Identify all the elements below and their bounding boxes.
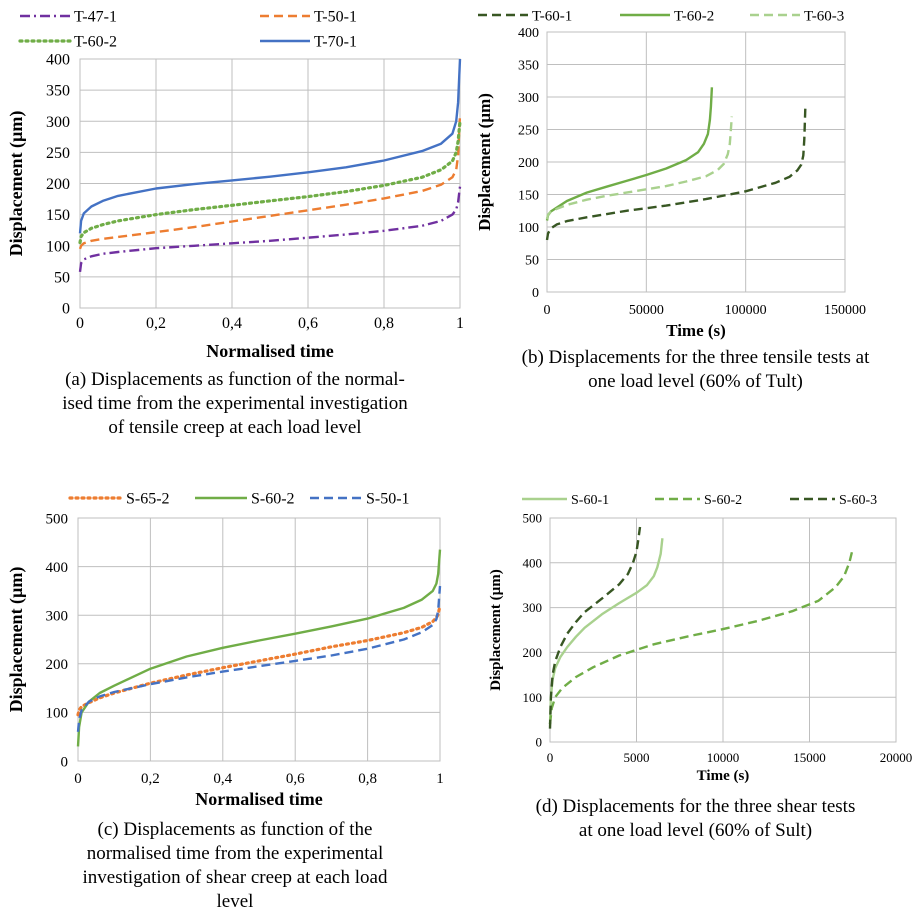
x-tick-label: 0,4 — [213, 771, 232, 787]
y-tick-label: 100 — [46, 706, 69, 722]
legend-label: S-60-2 — [704, 493, 742, 508]
series-line — [78, 58, 462, 234]
y-tick-label: 0 — [536, 735, 543, 750]
x-tick-label: 50000 — [629, 303, 664, 318]
y-tick-label: 100 — [518, 221, 539, 236]
series-line — [545, 116, 733, 220]
legend-label: T-60-1 — [532, 8, 572, 24]
caption-a: (a) Displacements as function of the nor… — [62, 369, 408, 438]
x-tick-label: 0,8 — [374, 315, 394, 332]
legend-label: T-47-1 — [74, 9, 117, 26]
y-tick-label: 50 — [525, 253, 539, 268]
x-tick-label: 0 — [544, 303, 551, 318]
y-tick-label: 150 — [518, 188, 539, 203]
y-tick-label: 50 — [54, 269, 70, 286]
y-axis-label: Displacement (µm) — [6, 567, 27, 713]
y-tick-label: 350 — [46, 83, 70, 100]
y-tick-label: 100 — [523, 690, 543, 705]
y-tick-label: 100 — [46, 238, 70, 255]
y-tick-label: 150 — [46, 207, 70, 224]
chart-c: 0 100 200 300 400 500 0 0,2 0,4 0,6 0,8 1 Normalised… — [6, 491, 444, 809]
y-tick-label: 200 — [523, 645, 543, 660]
caption-d: (d) Displacements for the three shear te… — [535, 796, 856, 841]
y-tick-label: 300 — [518, 91, 539, 106]
y-tick-label: 250 — [518, 123, 539, 138]
y-tick-label: 0 — [532, 286, 539, 301]
y-axis-label: Displacement (µm) — [488, 569, 504, 691]
x-tick-label: 0,2 — [141, 771, 160, 787]
y-tick-label: 350 — [518, 58, 539, 73]
x-tick-label: 150000 — [824, 303, 866, 318]
y-tick-label: 400 — [46, 560, 69, 576]
caption-c: (c) Displacements as function of the nor… — [82, 819, 388, 912]
y-tick-label: 300 — [523, 600, 543, 615]
chart-b: 0 50 100 150 200 250 300 350 400 0 50000 100000 1500… — [475, 8, 866, 340]
y-tick-label: 200 — [46, 657, 69, 673]
y-tick-label: 400 — [518, 26, 539, 41]
x-tick-label: 10000 — [707, 750, 740, 765]
x-tick-label: 0 — [74, 771, 82, 787]
x-tick-label: 0,6 — [298, 315, 318, 332]
series-line — [548, 538, 664, 725]
series-line — [78, 119, 462, 245]
chart-a: 0 50 100 150 200 250 300 350 400 0 0,2 0,4 0,6 0,8 1 No… — [6, 9, 464, 361]
legend-label: S-50-1 — [366, 491, 410, 508]
x-tick-label: 0,4 — [222, 315, 242, 332]
x-tick-label: 0,8 — [358, 771, 377, 787]
x-tick-label: 0 — [76, 315, 84, 332]
legend-label: T-60-2 — [674, 8, 714, 24]
x-axis-label: Normalised time — [195, 789, 322, 809]
series-line — [548, 548, 854, 725]
y-tick-label: 300 — [46, 608, 69, 624]
legend-label: T-60-3 — [804, 8, 844, 24]
legend-label: S-60-3 — [839, 493, 877, 508]
legend-label: T-50-1 — [314, 9, 357, 26]
x-tick-label: 0 — [547, 750, 554, 765]
series-line — [545, 87, 714, 221]
x-axis-label: Normalised time — [206, 341, 333, 361]
series-line — [78, 114, 462, 250]
y-tick-label: 200 — [46, 176, 70, 193]
series-line — [76, 585, 442, 732]
caption-b: (b) Displacements for the three tensile … — [521, 347, 870, 392]
y-tick-label: 200 — [518, 156, 539, 171]
y-tick-label: 0 — [62, 301, 70, 318]
x-tick-label: 0,6 — [286, 771, 305, 787]
legend-label: S-60-1 — [571, 493, 609, 508]
x-tick-label: 15000 — [793, 750, 826, 765]
legend-label: T-60-2 — [74, 34, 117, 51]
y-axis-label: Displacement (µm) — [6, 111, 27, 257]
x-tick-label: 5000 — [624, 750, 650, 765]
x-tick-label: 1 — [456, 315, 464, 332]
y-tick-label: 0 — [61, 754, 69, 770]
series-line — [78, 186, 462, 273]
y-axis-label: Displacement (µm) — [475, 93, 494, 231]
y-tick-label: 300 — [46, 114, 70, 131]
y-tick-label: 400 — [523, 555, 543, 570]
x-axis-label: Time (s) — [697, 768, 750, 784]
x-tick-label: 20000 — [880, 750, 913, 765]
x-tick-label: 100000 — [725, 303, 767, 318]
legend-label: T-70-1 — [314, 34, 357, 51]
y-tick-label: 400 — [46, 52, 70, 69]
x-tick-label: 0,2 — [146, 315, 166, 332]
y-tick-label: 500 — [523, 511, 543, 526]
legend-label: S-60-2 — [251, 491, 295, 508]
series-line — [545, 108, 807, 241]
series-line — [548, 526, 642, 729]
x-axis-label: Time (s) — [666, 321, 726, 340]
legend-label: S-65-2 — [126, 491, 170, 508]
x-tick-label: 1 — [436, 771, 444, 787]
y-tick-label: 250 — [46, 145, 70, 162]
y-tick-label: 500 — [46, 511, 69, 527]
